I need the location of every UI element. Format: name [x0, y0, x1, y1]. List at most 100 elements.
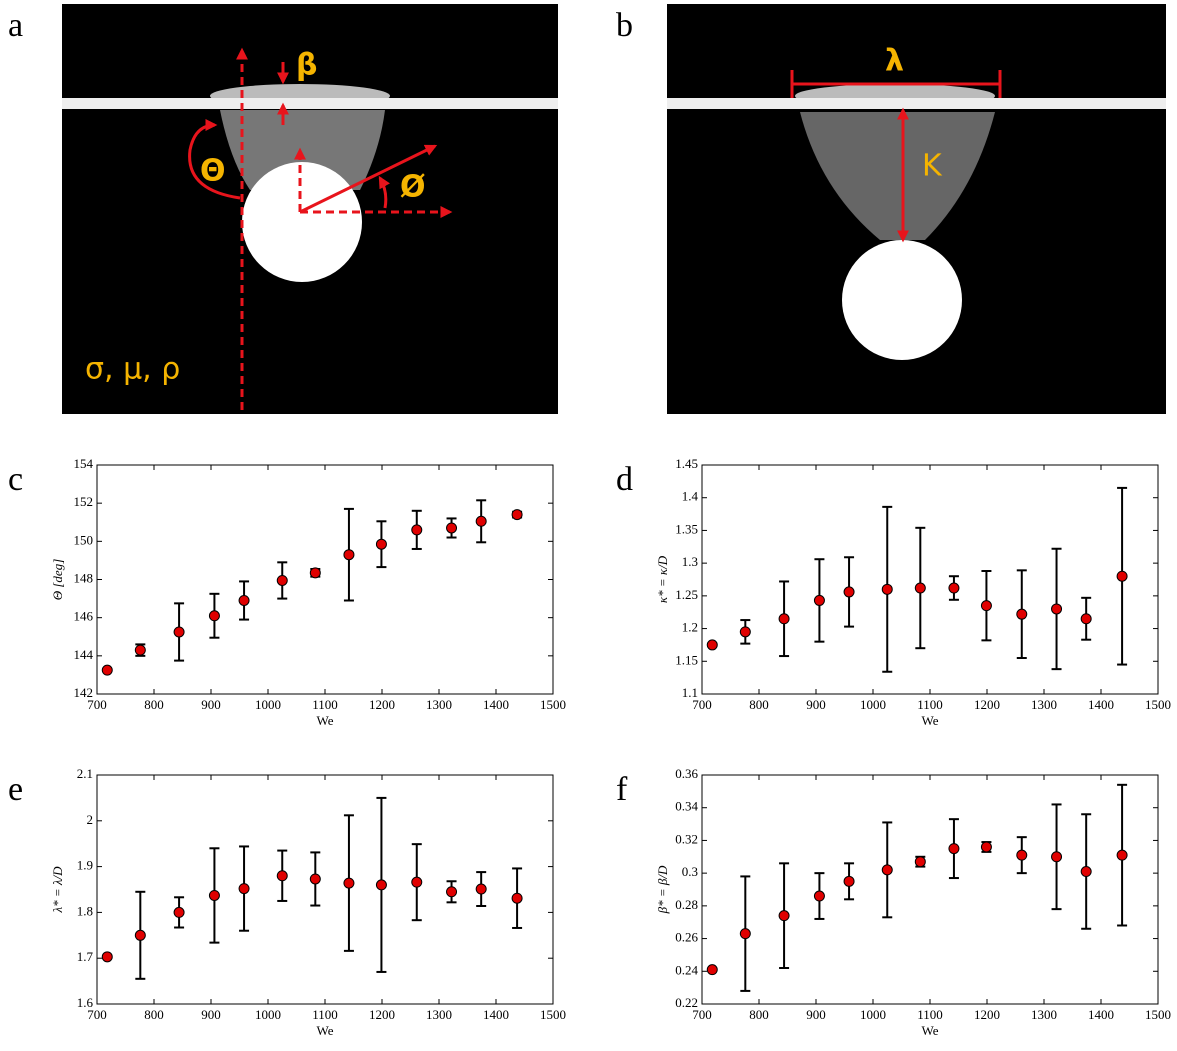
y-tick-label: 0.28 — [675, 897, 698, 912]
annotation: K — [922, 149, 943, 184]
x-tick-label: 900 — [806, 697, 826, 712]
data-point — [238, 883, 250, 895]
data-point — [101, 951, 113, 963]
annotation: β — [296, 48, 317, 83]
x-tick-label: 1000 — [860, 697, 886, 712]
data-point — [914, 856, 926, 868]
data-point — [134, 644, 146, 656]
x-tick-label: 1100 — [312, 697, 338, 712]
x-tick-label: 1300 — [1031, 1007, 1057, 1022]
x-tick-label: 1000 — [255, 697, 281, 712]
y-tick-label: 146 — [74, 609, 94, 624]
data-point — [706, 964, 718, 976]
data-point — [980, 600, 992, 612]
data-point — [446, 886, 458, 898]
y-axis-label: β* = β/D — [655, 865, 670, 914]
data-point — [1016, 849, 1028, 861]
x-tick-label: 1200 — [974, 1007, 1000, 1022]
x-tick-label: 1500 — [540, 1007, 566, 1022]
data-point — [843, 586, 855, 598]
data-point — [173, 906, 185, 918]
data-point — [475, 515, 487, 527]
annotation: Ø — [400, 170, 426, 205]
x-tick-label: 1400 — [1088, 697, 1114, 712]
y-tick-label: 0.3 — [682, 864, 698, 879]
data-point — [1080, 613, 1092, 625]
panel-letter: e — [8, 771, 23, 808]
y-tick-label: 1.45 — [675, 456, 698, 471]
data-point — [238, 594, 250, 606]
data-point — [173, 626, 185, 638]
x-tick-label: 800 — [749, 1007, 769, 1022]
data-point — [101, 664, 113, 676]
data-point — [739, 928, 751, 940]
plot-frame — [701, 464, 1159, 695]
y-tick-label: 142 — [74, 685, 94, 700]
data-point — [276, 574, 288, 586]
data-point — [208, 610, 220, 622]
x-tick-label: 900 — [806, 1007, 826, 1022]
y-tick-label: 148 — [74, 570, 94, 585]
data-point — [739, 626, 751, 638]
y-tick-label: 0.32 — [675, 831, 698, 846]
x-tick-label: 800 — [749, 697, 769, 712]
data-point — [511, 509, 523, 521]
x-tick-label: 1500 — [1145, 697, 1171, 712]
data-point — [778, 613, 790, 625]
x-tick-label: 1500 — [1145, 1007, 1171, 1022]
x-tick-label: 1500 — [540, 697, 566, 712]
x-tick-label: 1300 — [426, 697, 452, 712]
y-tick-label: 0.34 — [675, 799, 698, 814]
data-point — [511, 892, 523, 904]
data-point — [706, 639, 718, 651]
y-tick-label: 1.15 — [675, 652, 698, 667]
y-tick-label: 0.24 — [675, 962, 698, 977]
data-point — [343, 549, 355, 561]
y-tick-label: 2.1 — [77, 766, 93, 781]
x-tick-label: 700 — [692, 697, 712, 712]
plot-frame — [701, 774, 1159, 1005]
y-tick-label: 0.22 — [675, 995, 698, 1010]
y-tick-label: 152 — [74, 494, 94, 509]
data-point — [475, 883, 487, 895]
data-point — [208, 889, 220, 901]
y-tick-label: 1.4 — [682, 489, 699, 504]
x-tick-label: 700 — [87, 697, 107, 712]
x-tick-label: 1400 — [483, 1007, 509, 1022]
x-tick-label: 1100 — [917, 1007, 943, 1022]
x-tick-label: 1200 — [974, 697, 1000, 712]
data-point — [1016, 608, 1028, 620]
data-point — [446, 522, 458, 534]
y-tick-label: 1.9 — [77, 858, 93, 873]
y-tick-label: 1.3 — [682, 554, 698, 569]
x-axis-label: We — [317, 1023, 334, 1038]
x-tick-label: 1300 — [1031, 697, 1057, 712]
y-tick-label: 144 — [74, 647, 94, 662]
x-tick-label: 1000 — [255, 1007, 281, 1022]
data-point — [1051, 603, 1063, 615]
x-tick-label: 900 — [201, 697, 221, 712]
data-point — [411, 524, 423, 536]
data-point — [309, 567, 321, 579]
annotation: λ — [885, 44, 904, 79]
data-point — [948, 843, 960, 855]
data-point — [343, 877, 355, 889]
data-point — [881, 583, 893, 595]
x-tick-label: 1300 — [426, 1007, 452, 1022]
y-tick-label: 1.1 — [682, 685, 698, 700]
panel-letter: f — [616, 771, 628, 808]
y-tick-label: 1.25 — [675, 587, 698, 602]
y-tick-label: 154 — [74, 456, 94, 471]
x-tick-label: 1400 — [483, 697, 509, 712]
x-tick-label: 700 — [87, 1007, 107, 1022]
x-axis-label: We — [922, 713, 939, 728]
x-tick-label: 700 — [692, 1007, 712, 1022]
panel-letter: d — [616, 461, 633, 498]
data-point — [881, 864, 893, 876]
x-axis-label: We — [922, 1023, 939, 1038]
y-tick-label: 0.26 — [675, 930, 698, 945]
x-tick-label: 900 — [201, 1007, 221, 1022]
data-point — [1080, 866, 1092, 878]
data-point — [375, 879, 387, 891]
y-tick-label: 150 — [74, 532, 94, 547]
